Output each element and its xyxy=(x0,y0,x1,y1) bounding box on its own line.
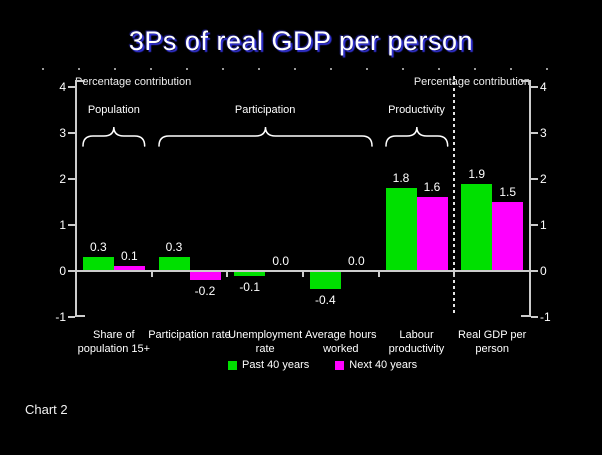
bar-value-label: 0.3 xyxy=(89,240,107,255)
bar-value-label: 0.1 xyxy=(120,249,138,264)
curly-brace-icon xyxy=(157,126,373,147)
right-y-axis-line xyxy=(529,80,531,317)
left-y-axis-line xyxy=(75,80,77,317)
left-axis-tick xyxy=(68,224,75,226)
category-label: Average hours worked xyxy=(305,329,377,355)
right-axis-tick-label: 0 xyxy=(540,264,547,278)
category-label: Labour productivity xyxy=(388,329,445,355)
bar xyxy=(385,188,417,271)
chart-number-footer: Chart 2 xyxy=(25,402,68,417)
legend: Past 40 years Next 40 years xyxy=(228,359,417,371)
left-axis-tick-label: 1 xyxy=(59,218,66,232)
zero-baseline xyxy=(76,270,530,272)
right-axis-tick xyxy=(531,132,538,134)
curly-brace-icon xyxy=(384,126,449,147)
bar-value-label: 1.6 xyxy=(423,180,441,195)
bar xyxy=(113,266,145,271)
left-axis-unit-label: Percentage contribution xyxy=(75,76,192,88)
bar xyxy=(416,197,448,271)
left-axis-tick xyxy=(68,316,75,318)
brace-group-label: Productivity xyxy=(388,104,445,116)
left-axis-bottom-cap xyxy=(77,315,85,317)
bar xyxy=(492,202,524,271)
legend-label: Past 40 years xyxy=(242,359,310,371)
bar-value-label: -0.2 xyxy=(194,284,216,299)
bar-value-label: 1.8 xyxy=(392,171,410,186)
bar xyxy=(158,257,190,271)
right-axis-tick xyxy=(531,270,538,272)
brace-group-label: Participation xyxy=(234,104,296,116)
bar xyxy=(82,257,114,271)
left-axis-tick xyxy=(68,132,75,134)
next-series-swatch-icon xyxy=(335,360,345,370)
right-axis-unit-label: Percentage contribution xyxy=(413,76,530,88)
right-axis-tick-label: -1 xyxy=(540,310,551,324)
category-label: Unemployment rate xyxy=(228,329,303,355)
legend-label: Next 40 years xyxy=(349,359,418,371)
left-axis-tick xyxy=(68,270,75,272)
bar xyxy=(189,271,221,281)
left-axis-tick xyxy=(68,86,75,88)
left-axis-tick-label: 2 xyxy=(59,172,66,186)
bar-value-label: -0.4 xyxy=(314,293,336,308)
bar xyxy=(461,183,493,271)
category-boundary-tick xyxy=(302,272,304,277)
left-axis-tick-label: 4 xyxy=(59,80,66,94)
right-axis-tick xyxy=(531,86,538,88)
right-axis-tick xyxy=(531,178,538,180)
bar-value-label: 0.0 xyxy=(347,254,365,268)
legend-item-past: Past 40 years xyxy=(228,359,309,371)
right-axis-tick-label: 1 xyxy=(540,218,547,232)
bar-value-label: 0.0 xyxy=(272,254,289,268)
left-axis-tick-label: 3 xyxy=(59,126,66,140)
bar xyxy=(309,271,341,290)
category-boundary-tick xyxy=(150,272,153,277)
right-axis-bottom-cap xyxy=(521,315,529,317)
right-axis-tick-label: 4 xyxy=(540,80,547,94)
past-series-swatch-icon xyxy=(228,360,237,370)
chart-title: 3Ps of real GDP per person xyxy=(128,26,474,56)
curly-brace-icon xyxy=(82,126,146,147)
category-label: Real GDP per person xyxy=(458,329,527,355)
left-axis-tick xyxy=(68,178,75,180)
category-boundary-tick xyxy=(453,272,456,277)
dashed-separator-line xyxy=(453,76,456,316)
right-axis-top-cap xyxy=(521,80,529,82)
right-axis-tick-label: 2 xyxy=(540,172,547,186)
left-axis-tick-label: 0 xyxy=(59,264,66,278)
legend-item-next: Next 40 years xyxy=(335,359,417,371)
left-axis-top-cap xyxy=(77,80,85,82)
category-label: Share of population 15+ xyxy=(77,329,151,355)
left-axis-tick-label: -1 xyxy=(55,310,66,324)
bar-value-label: 1.9 xyxy=(468,166,485,181)
brace-group-label: Population xyxy=(87,104,140,116)
bar-value-label: -0.1 xyxy=(239,279,260,294)
category-boundary-tick xyxy=(226,272,229,277)
bar xyxy=(234,271,266,276)
right-axis-tick xyxy=(531,224,538,226)
top-dotted-line xyxy=(42,68,575,70)
category-label: Participation rate xyxy=(148,329,231,341)
bar-value-label: 1.5 xyxy=(499,185,516,199)
right-axis-tick xyxy=(531,316,538,318)
bar-value-label: 0.3 xyxy=(165,240,183,255)
right-axis-tick-label: 3 xyxy=(540,126,547,140)
category-boundary-tick xyxy=(377,272,380,277)
